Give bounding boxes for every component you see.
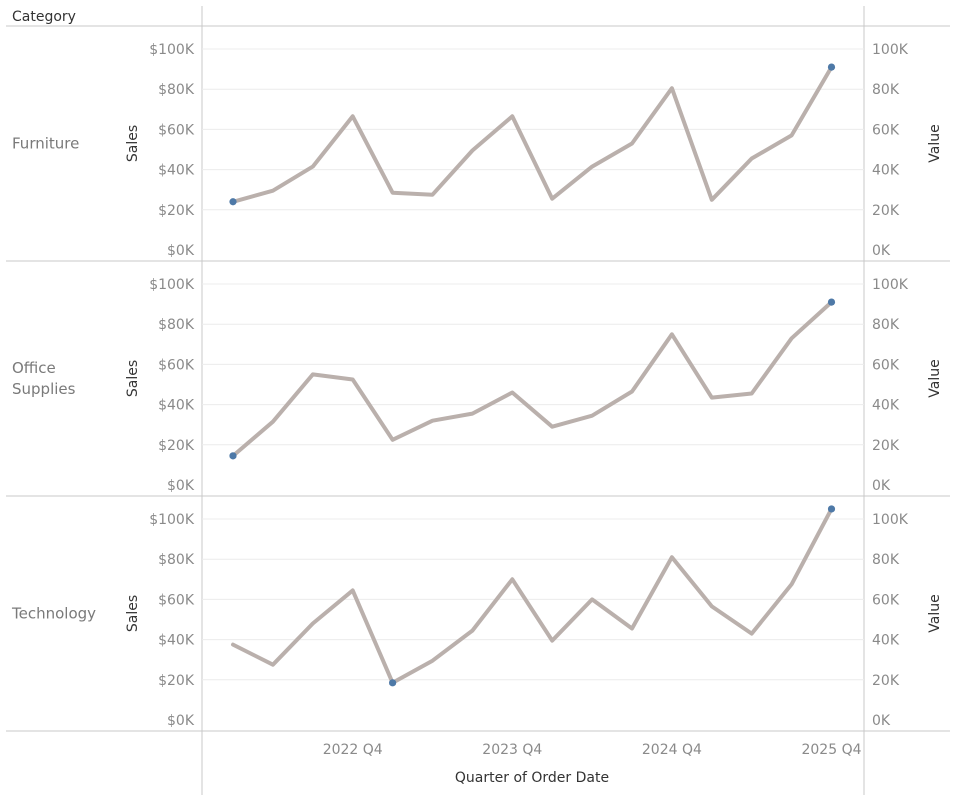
left-tick-label: $80K xyxy=(158,317,195,333)
x-tick-label: 2024 Q4 xyxy=(642,742,702,758)
left-tick-label: $40K xyxy=(158,398,195,414)
highlight-point[interactable] xyxy=(827,63,836,71)
right-tick-label: 0K xyxy=(872,478,891,494)
series-line-0 xyxy=(231,65,834,204)
left-tick-label: $0K xyxy=(167,243,195,259)
right-tick-label: 100K xyxy=(872,512,909,528)
left-tick-label: $60K xyxy=(158,592,195,608)
right-tick-label: 0K xyxy=(872,713,891,729)
right-tick-label: 80K xyxy=(872,552,900,568)
right-axis-title: Value xyxy=(927,359,943,397)
right-tick-label: 60K xyxy=(872,357,900,373)
highlight-point[interactable] xyxy=(827,298,836,306)
left-tick-label: $100K xyxy=(149,42,195,58)
category-label-2: Technology xyxy=(11,605,96,623)
right-tick-label: 60K xyxy=(872,122,900,138)
x-tick-label: 2025 Q4 xyxy=(801,742,861,758)
right-tick-label: 100K xyxy=(872,42,909,58)
left-axis-title: Sales xyxy=(125,360,141,397)
left-axis-title: Sales xyxy=(125,595,141,632)
right-tick-label: 80K xyxy=(872,82,900,98)
highlight-point[interactable] xyxy=(229,452,237,460)
x-tick-label: 2022 Q4 xyxy=(323,742,383,758)
left-tick-label: $60K xyxy=(158,357,195,373)
right-tick-label: 0K xyxy=(872,243,891,259)
left-tick-label: $20K xyxy=(158,438,195,454)
right-tick-label: 20K xyxy=(872,673,900,689)
x-axis-title: Quarter of Order Date xyxy=(455,770,609,786)
left-tick-label: $20K xyxy=(158,203,195,219)
highlight-point[interactable] xyxy=(389,679,397,687)
left-tick-label: $80K xyxy=(158,552,195,568)
row-header-label: Category xyxy=(12,9,76,25)
left-tick-label: $20K xyxy=(158,673,195,689)
category-label-1: Supplies xyxy=(12,380,76,398)
right-axis-title: Value xyxy=(927,594,943,632)
right-tick-label: 40K xyxy=(872,163,900,179)
left-axis-title: Sales xyxy=(125,125,141,162)
highlight-point[interactable] xyxy=(827,505,836,513)
right-tick-label: 40K xyxy=(872,633,900,649)
left-tick-label: $0K xyxy=(167,713,195,729)
left-tick-label: $40K xyxy=(158,633,195,649)
right-tick-label: 20K xyxy=(872,438,900,454)
left-tick-label: $100K xyxy=(149,512,195,528)
right-axis-title: Value xyxy=(927,124,943,162)
series-line-1 xyxy=(231,300,834,458)
right-tick-label: 40K xyxy=(872,398,900,414)
highlight-point[interactable] xyxy=(229,198,237,206)
category-label-1: Office xyxy=(12,359,56,377)
left-tick-label: $60K xyxy=(158,122,195,138)
right-tick-label: 20K xyxy=(872,203,900,219)
left-tick-label: $0K xyxy=(167,478,195,494)
right-tick-label: 100K xyxy=(872,277,909,293)
x-tick-label: 2023 Q4 xyxy=(482,742,542,758)
left-tick-label: $40K xyxy=(158,163,195,179)
left-tick-label: $80K xyxy=(158,82,195,98)
right-tick-label: 80K xyxy=(872,317,900,333)
category-label-0: Furniture xyxy=(12,135,79,153)
series-line-2 xyxy=(231,506,834,685)
right-tick-label: 60K xyxy=(872,592,900,608)
left-tick-label: $100K xyxy=(149,277,195,293)
